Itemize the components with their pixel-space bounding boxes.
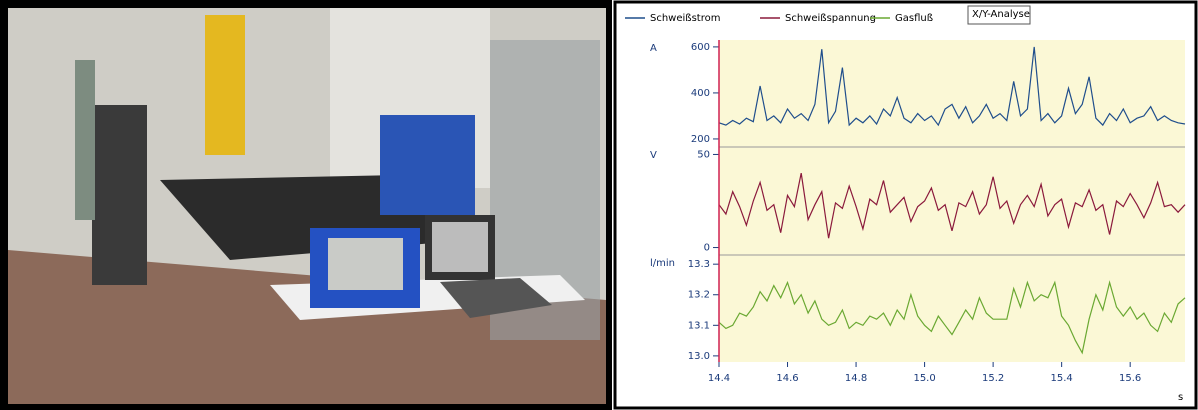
y-tick-label: 13.3: [688, 259, 710, 270]
plot-area: [719, 40, 1185, 362]
legend-label: Schweißstrom: [650, 13, 720, 24]
x-tick-label: 15.4: [1051, 373, 1073, 384]
y-tick-label: 13.0: [688, 351, 710, 362]
legend-label: Schweißspannung: [785, 13, 876, 24]
photo: [0, 0, 612, 410]
y-tick-label: 0: [704, 243, 710, 254]
unit-label: V: [650, 150, 657, 161]
y-tick-label: 50: [697, 149, 710, 160]
robot: [205, 15, 245, 155]
y-tick-label: 13.2: [688, 290, 710, 301]
x-axis-label: s: [1178, 392, 1183, 403]
device-screen: [328, 238, 403, 290]
gas-bottle: [75, 60, 95, 220]
page: X/Y-Analyse s Schweißstrom Schweißspannun…: [0, 0, 1198, 410]
y-tick-label: 13.1: [688, 320, 710, 331]
welder: [92, 105, 147, 285]
x-tick-label: 14.6: [776, 373, 798, 384]
x-tick-label: 14.4: [708, 373, 730, 384]
fixture: [380, 115, 475, 215]
laptop-screen: [432, 222, 488, 272]
annotation: X/Y-Analyse: [972, 9, 1030, 20]
x-tick-label: 15.0: [913, 373, 935, 384]
x-tick-label: 15.2: [982, 373, 1004, 384]
y-tick-label: 200: [691, 134, 710, 145]
figure: X/Y-Analyse s Schweißstrom Schweißspannun…: [0, 0, 1198, 410]
unit-label: l/min: [650, 258, 675, 269]
unit-label: A: [650, 43, 657, 54]
x-tick-label: 15.6: [1119, 373, 1141, 384]
y-tick-label: 400: [691, 88, 710, 99]
x-tick-label: 14.8: [845, 373, 867, 384]
y-tick-label: 600: [691, 42, 710, 53]
legend-label: Gasfluß: [895, 13, 933, 24]
